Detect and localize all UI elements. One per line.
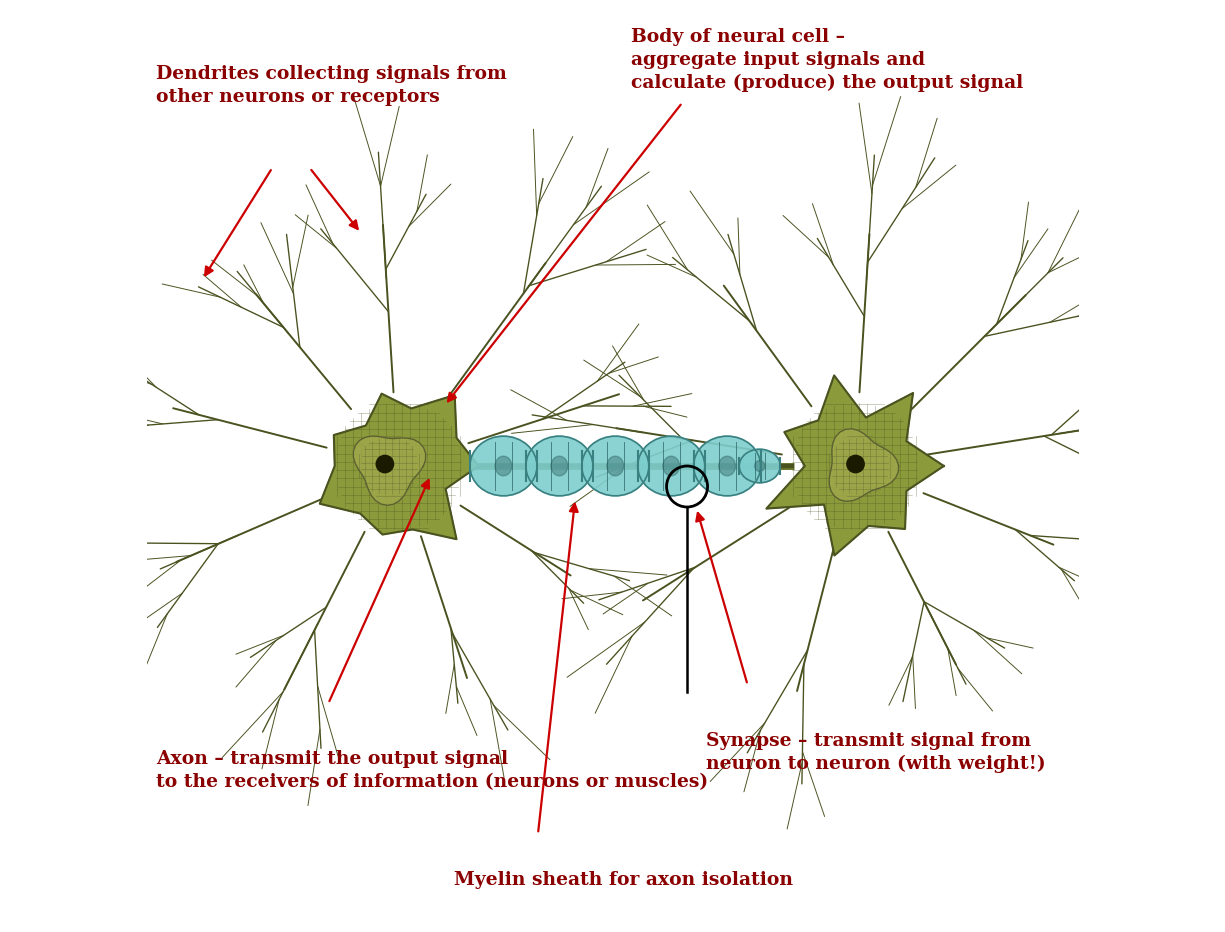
- Polygon shape: [320, 393, 479, 540]
- Ellipse shape: [693, 436, 761, 496]
- Ellipse shape: [739, 449, 780, 483]
- Ellipse shape: [551, 456, 567, 476]
- Ellipse shape: [719, 456, 735, 476]
- Text: Synapse – transmit signal from
neuron to neuron (with weight!): Synapse – transmit signal from neuron to…: [706, 732, 1045, 773]
- Polygon shape: [829, 429, 899, 501]
- Polygon shape: [353, 436, 425, 505]
- Ellipse shape: [526, 436, 593, 496]
- Polygon shape: [767, 376, 943, 555]
- Ellipse shape: [495, 456, 512, 476]
- Text: Myelin sheath for axon isolation: Myelin sheath for axon isolation: [454, 871, 793, 889]
- Ellipse shape: [582, 436, 649, 496]
- Ellipse shape: [663, 456, 680, 476]
- Text: Axon – transmit the output signal
to the receivers of information (neurons or mu: Axon – transmit the output signal to the…: [156, 750, 708, 791]
- Circle shape: [846, 456, 864, 473]
- Circle shape: [376, 456, 393, 473]
- Ellipse shape: [638, 436, 704, 496]
- Ellipse shape: [755, 460, 764, 472]
- Text: Body of neural cell –
aggregate input signals and
calculate (produce) the output: Body of neural cell – aggregate input si…: [631, 28, 1023, 92]
- Ellipse shape: [606, 456, 624, 476]
- Text: Dendrites collecting signals from
other neurons or receptors: Dendrites collecting signals from other …: [156, 65, 507, 106]
- Ellipse shape: [470, 436, 537, 496]
